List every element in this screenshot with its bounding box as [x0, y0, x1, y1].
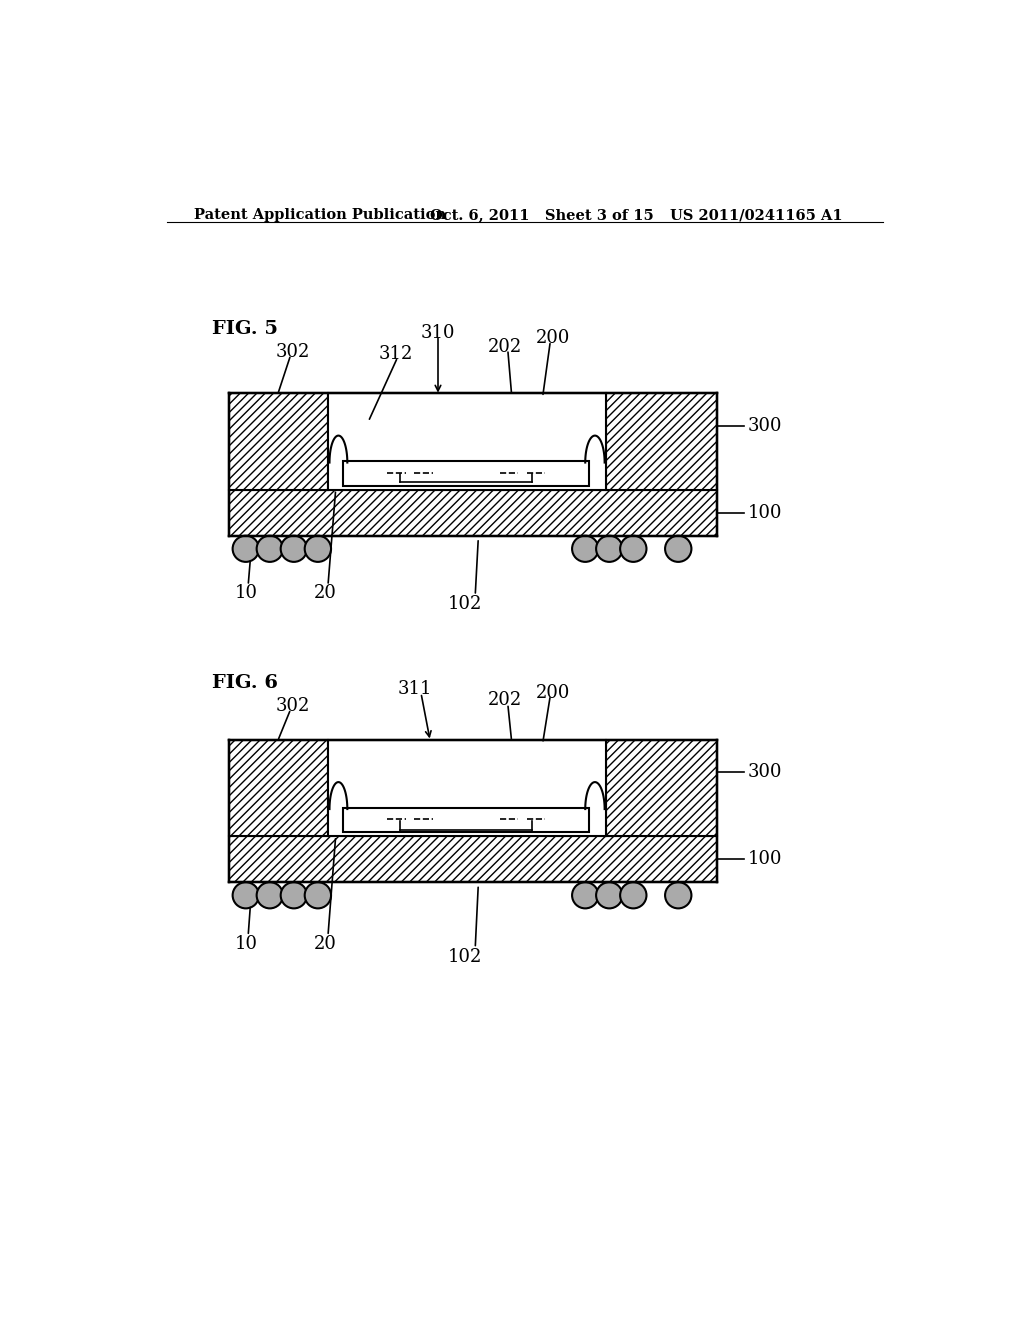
- Text: Patent Application Publication: Patent Application Publication: [194, 209, 445, 223]
- Bar: [343, 461, 589, 486]
- Text: 10: 10: [234, 935, 257, 953]
- Text: 202: 202: [488, 692, 522, 709]
- Text: 20: 20: [314, 935, 337, 953]
- Ellipse shape: [281, 882, 307, 908]
- Bar: [328, 393, 606, 490]
- Text: 102: 102: [447, 948, 482, 966]
- Text: FIG. 6: FIG. 6: [212, 675, 278, 692]
- Bar: [228, 393, 328, 490]
- Text: 310: 310: [421, 323, 456, 342]
- Text: 202: 202: [488, 338, 522, 356]
- Bar: [606, 739, 717, 836]
- Text: 302: 302: [275, 697, 310, 715]
- Text: 20: 20: [314, 585, 337, 602]
- Text: 10: 10: [234, 585, 257, 602]
- Bar: [228, 393, 328, 490]
- Text: Oct. 6, 2011   Sheet 3 of 15: Oct. 6, 2011 Sheet 3 of 15: [430, 209, 654, 223]
- Bar: [228, 836, 717, 882]
- Ellipse shape: [596, 882, 623, 908]
- Ellipse shape: [621, 882, 646, 908]
- Text: FIG. 5: FIG. 5: [212, 321, 278, 338]
- Bar: [228, 836, 717, 882]
- Bar: [228, 739, 328, 836]
- Bar: [228, 490, 717, 536]
- Ellipse shape: [621, 536, 646, 562]
- Ellipse shape: [572, 882, 598, 908]
- Ellipse shape: [596, 536, 623, 562]
- Bar: [606, 393, 717, 490]
- Ellipse shape: [257, 536, 283, 562]
- Bar: [228, 739, 328, 836]
- Ellipse shape: [232, 536, 259, 562]
- Bar: [606, 393, 717, 490]
- Text: 100: 100: [748, 504, 782, 521]
- Ellipse shape: [665, 882, 691, 908]
- Text: 200: 200: [536, 330, 570, 347]
- Bar: [228, 490, 717, 536]
- Text: 200: 200: [536, 684, 570, 701]
- Ellipse shape: [572, 536, 598, 562]
- Bar: [328, 739, 606, 836]
- Text: 302: 302: [275, 343, 310, 362]
- Ellipse shape: [257, 882, 283, 908]
- Text: 312: 312: [378, 345, 413, 363]
- Ellipse shape: [305, 536, 331, 562]
- Bar: [343, 808, 589, 832]
- Ellipse shape: [232, 882, 259, 908]
- Text: 300: 300: [748, 763, 782, 781]
- Text: 300: 300: [748, 417, 782, 436]
- Text: US 2011/0241165 A1: US 2011/0241165 A1: [671, 209, 843, 223]
- Ellipse shape: [665, 536, 691, 562]
- Bar: [606, 739, 717, 836]
- Ellipse shape: [281, 536, 307, 562]
- Text: 311: 311: [397, 681, 432, 698]
- Ellipse shape: [305, 882, 331, 908]
- Text: 100: 100: [748, 850, 782, 869]
- Text: 102: 102: [447, 595, 482, 612]
